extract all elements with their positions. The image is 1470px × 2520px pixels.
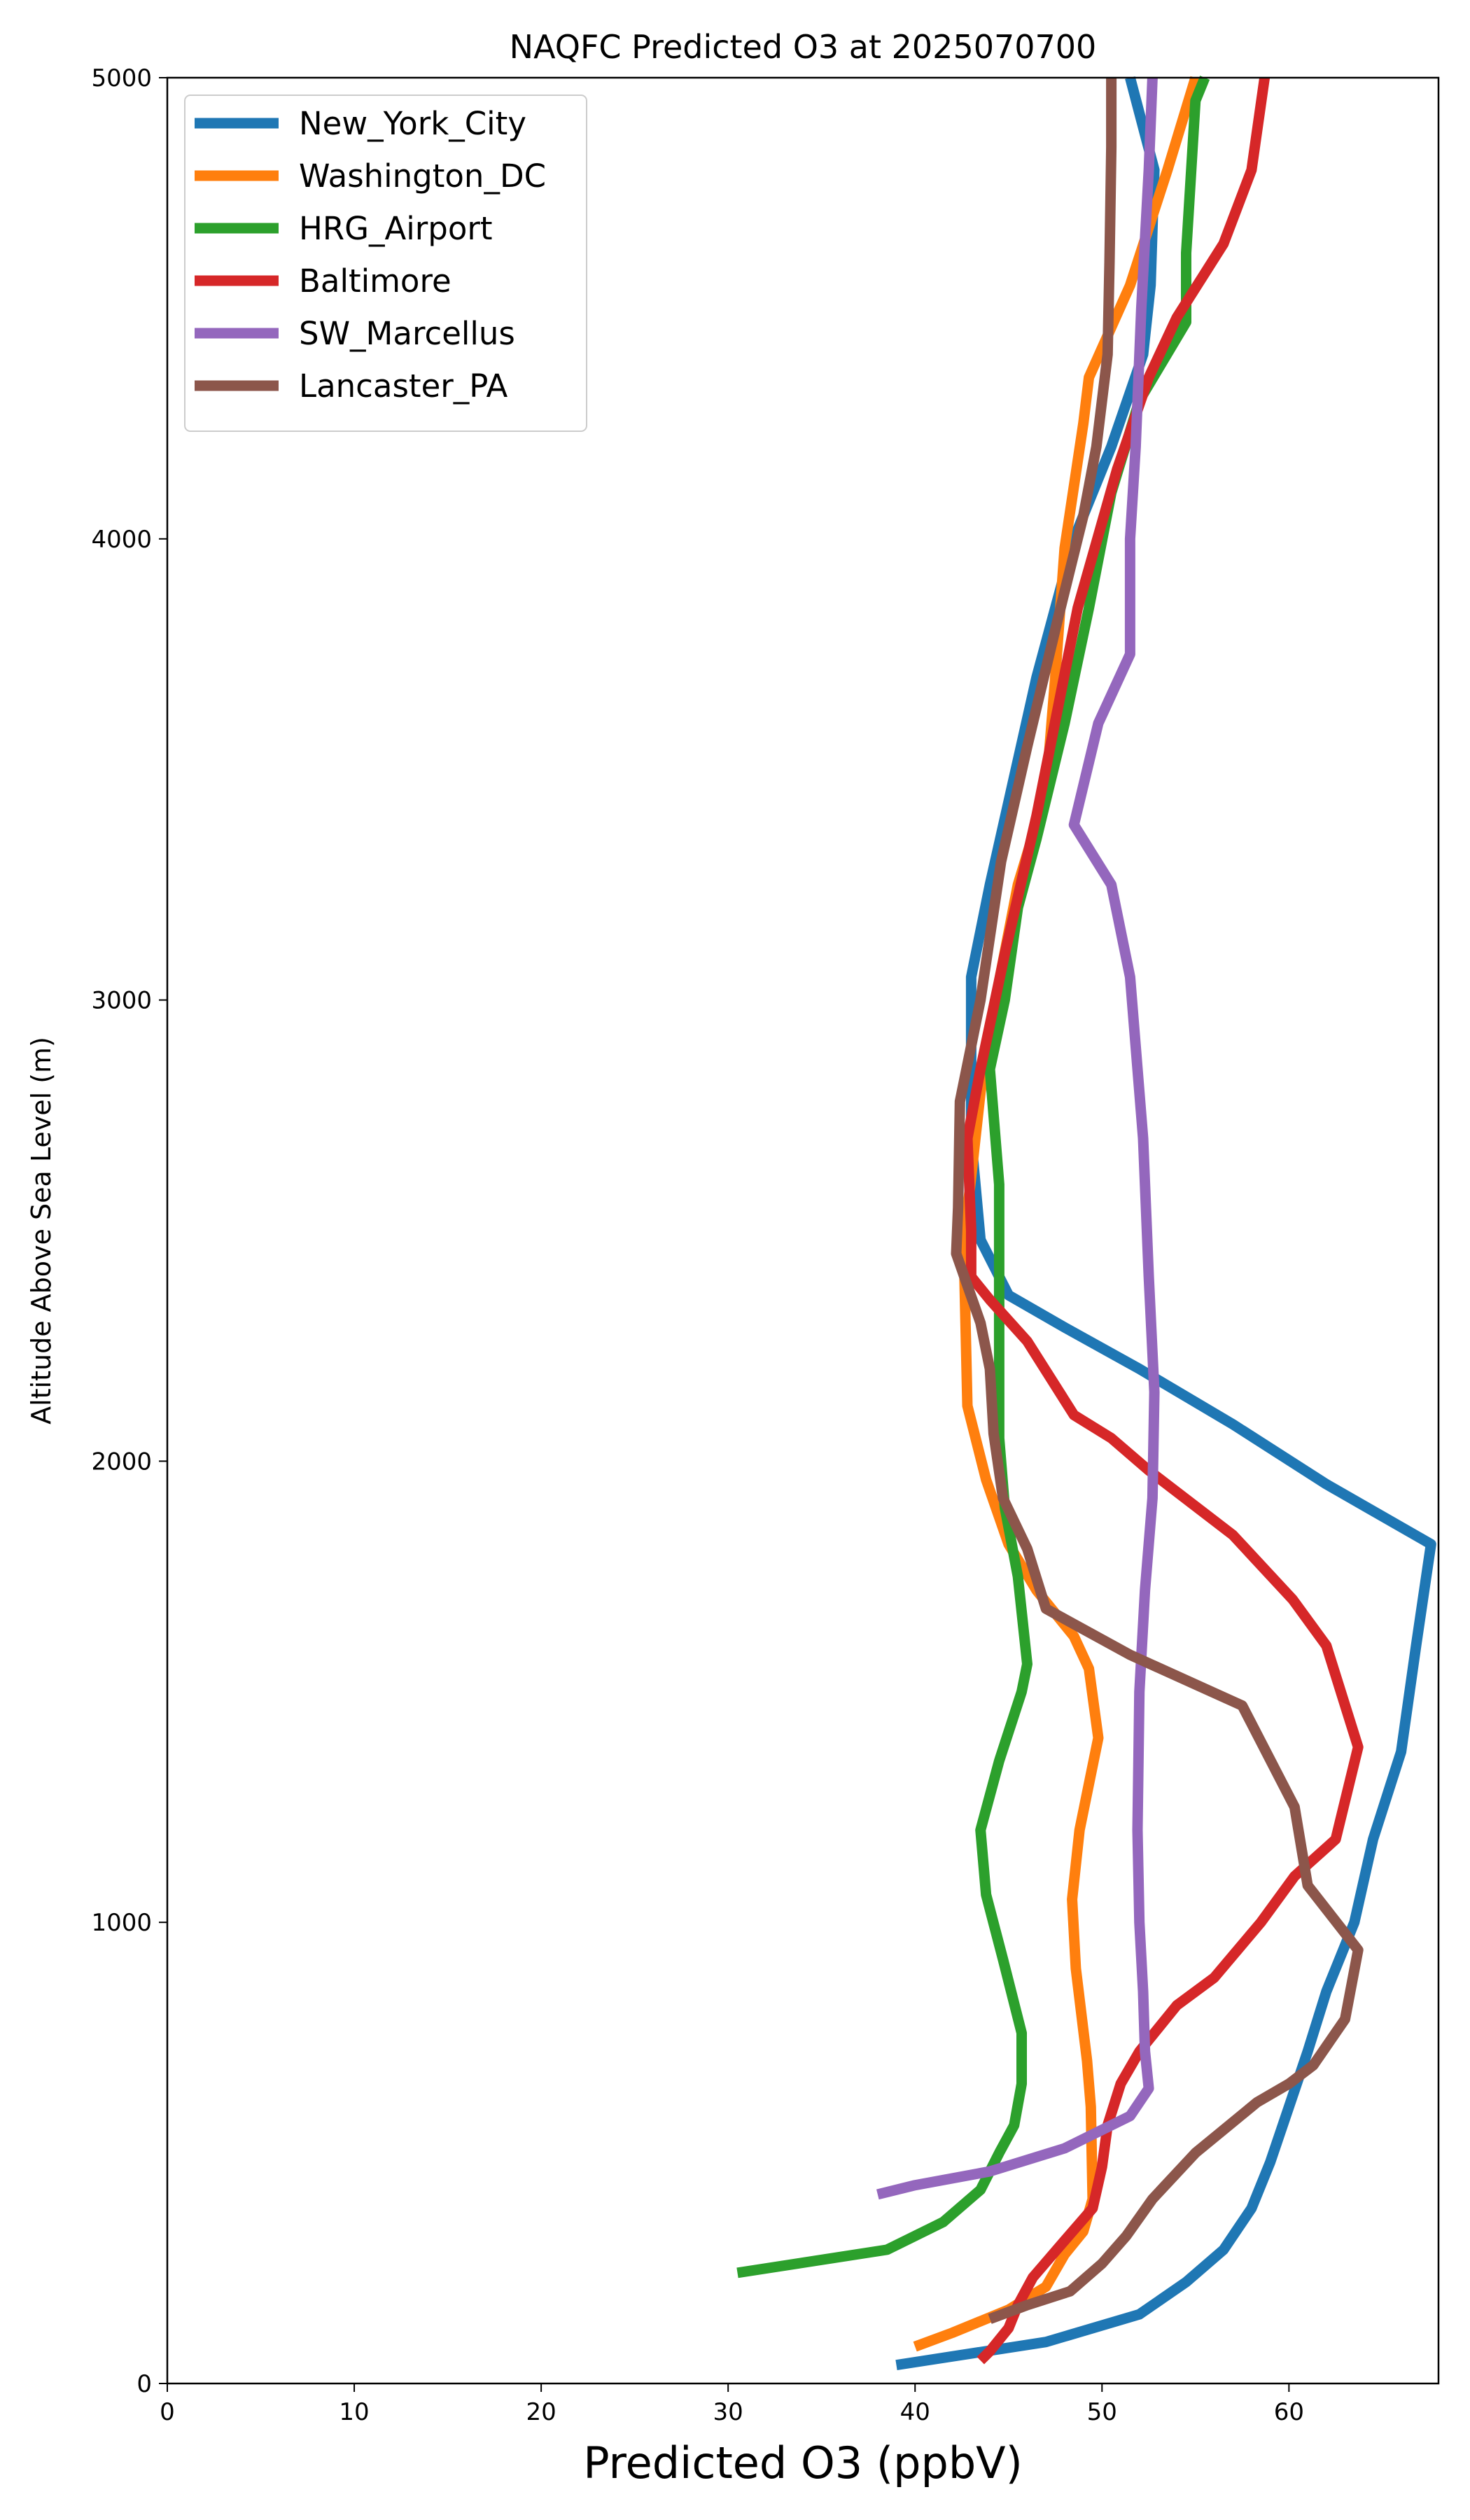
- x-tick-label: 0: [160, 2398, 175, 2426]
- chart-title: NAQFC Predicted O3 at 2025070700: [510, 28, 1097, 66]
- y-axis-label: Altitude Above Sea Level (m): [26, 1037, 57, 1424]
- y-tick-label: 4000: [91, 526, 152, 554]
- legend-label: Baltimore: [299, 262, 451, 300]
- legend-label: New_York_City: [299, 105, 526, 142]
- legend-label: Lancaster_PA: [299, 368, 508, 405]
- legend-label: SW_Marcellus: [299, 315, 515, 352]
- y-tick-label: 3000: [91, 987, 152, 1015]
- x-tick-label: 40: [900, 2398, 930, 2426]
- series-line-lancaster-pa: [951, 78, 1364, 2324]
- x-tick-label: 30: [713, 2398, 743, 2426]
- legend-label: HRG_Airport: [299, 210, 493, 247]
- x-axis-label: Predicted O3 (ppbV): [583, 2437, 1023, 2488]
- plot-frame: [166, 76, 1440, 2385]
- legend-box: [184, 94, 587, 432]
- series-line-sw-marcellus: [876, 77, 1160, 2200]
- x-tick-label: 20: [526, 2398, 556, 2426]
- series-line-baltimore: [962, 76, 1364, 2365]
- y-tick-label: 2000: [91, 1448, 152, 1476]
- y-axis-ticks: 0 1000 2000 3000 4000 5000: [91, 64, 167, 2398]
- y-tick-label: 5000: [91, 64, 152, 92]
- y-tick-label: 0: [136, 2370, 152, 2398]
- y-tick-label: 1000: [91, 1909, 152, 1937]
- legend: New_York_City Washington_DC HRG_Airport Bal…: [184, 94, 587, 432]
- legend-label: Washington_DC: [299, 158, 546, 195]
- x-tick-label: 50: [1087, 2398, 1117, 2426]
- x-tick-label: 60: [1274, 2398, 1304, 2426]
- x-tick-label: 10: [339, 2398, 369, 2426]
- series-layer: [736, 76, 1436, 2371]
- x-axis-ticks: 0 10 20 30 40 50 60: [160, 2384, 1304, 2426]
